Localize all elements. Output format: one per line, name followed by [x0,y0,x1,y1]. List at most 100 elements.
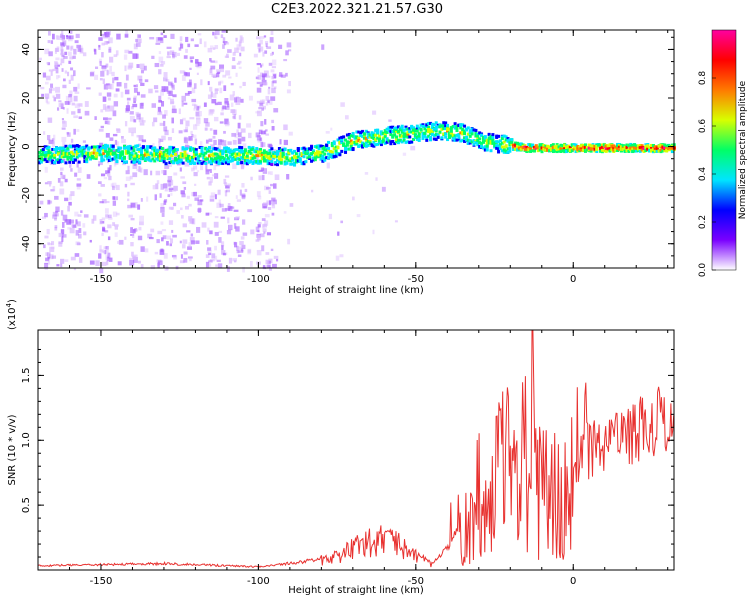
spectrogram-ridge-cell [123,160,127,164]
spectrogram-speckle [62,84,67,89]
spectrogram-ridge-cell [506,137,510,141]
spectrogram-speckle [160,206,165,213]
spectrogram-ridge-cell [551,143,555,147]
spectrogram-ridge-cell [58,146,62,150]
spectrogram-ridge-cell [141,145,145,149]
spectrogram-speckle [181,95,187,102]
spectrogram-ridge-cell [277,160,281,164]
spectrogram-ridge-cell [351,134,355,138]
spectrogram-ridge-cell [100,153,104,157]
spectrogram-ridge-cell [211,152,215,156]
spectrogram-ridge-cell [279,158,283,162]
spectrogram-ridge-cell [130,155,134,159]
spectrogram-ridge-cell [334,149,338,153]
spectrogram-ridge-cell [247,160,251,164]
spectrogram-ridge-cell [608,147,612,151]
spectrogram-ridge-cell [153,151,157,155]
spectrogram-ridge-cell [434,129,438,133]
spectrogram-speckle [76,44,81,49]
spectrogram-ridge-cell [255,147,259,151]
spectrogram-ridge-cell [123,146,127,150]
spectrogram-ridge-cell [143,148,147,152]
spectrogram-ridge-cell [355,142,359,146]
spectrogram-ridge-cell [429,131,433,135]
spectrogram-speckle [214,60,218,64]
spectrogram-ridge-cell [283,162,287,166]
spectrogram-ridge-cell [149,152,153,156]
spectrogram-speckle [140,264,144,269]
spectrogram-speckle [219,87,223,94]
spectrogram-speckle [253,53,258,58]
spectrogram-speckle [268,266,273,271]
spectrogram-speckle [46,101,50,105]
spectrogram-ridge-cell [73,158,77,162]
top-x-tick-label: -100 [247,274,270,285]
spectrogram-ridge-cell [249,156,253,160]
spectrogram-speckle [107,214,112,219]
spectrogram-ridge-cell [663,146,667,150]
spectrogram-ridge-cell [389,140,393,144]
spectrogram-ridge-cell [389,130,393,134]
spectrogram-speckle [69,35,74,40]
spectrogram-speckle [236,245,239,251]
spectrogram-speckle [65,95,70,102]
spectrogram-ridge-cell [132,149,136,153]
spectrogram-ridge-cell [274,160,278,164]
spectrogram-speckle [162,235,167,240]
spectrogram-speckle [259,101,265,104]
spectrogram-speckle [271,66,277,69]
spectrogram-speckle [172,51,177,58]
spectrogram-ridge-cell [49,158,53,162]
spectrogram-ridge-cell [489,137,493,141]
spectrogram-ridge-cell [395,128,399,132]
spectrogram-ridge-cell [243,148,247,152]
spectrogram-ridge-cell [463,139,467,143]
spectrogram-speckle [78,228,82,234]
spectrogram-speckle [234,133,238,139]
spectrogram-ridge-cell [383,141,387,145]
spectrogram-ridge-cell [251,146,255,150]
spectrogram-ridge-cell [504,149,508,153]
spectrogram-ridge-cell [283,148,287,152]
spectrogram-ridge-cell [313,158,317,162]
spectrogram-speckle [44,81,49,85]
spectrogram-speckle [105,83,110,86]
spectrogram-ridge-cell [651,144,655,148]
spectrogram-speckle [105,63,109,68]
spectrogram-ridge-cell [347,147,351,151]
spectrogram-ridge-cell [204,156,208,160]
spectrogram-ridge-cell [264,150,268,154]
spectrogram-speckle [60,229,65,235]
spectrogram-speckle [70,97,73,103]
spectrogram-ridge-cell [38,154,41,158]
spectrogram-ridge-cell [519,145,523,149]
spectrogram-ridge-cell [517,142,521,146]
spectrogram-speckle [98,45,101,50]
spectrogram-ridge-cell [466,138,470,142]
spectrogram-speckle [50,83,54,88]
spectrogram-ridge-cell [519,147,523,151]
spectrogram-speckle [159,90,164,96]
spectrogram-speckle [209,195,215,200]
spectrogram-ridge-cell [204,158,208,162]
spectrogram-speckle [211,73,217,78]
spectrogram-speckle [139,79,143,83]
spectrogram-ridge-cell [94,145,98,149]
spectrogram-speckle [127,204,132,209]
spectrogram-ridge-cell [202,153,206,157]
spectrogram-ridge-cell [455,124,459,128]
spectrogram-ridge-cell [344,145,348,149]
spectrogram-ridge-cell [51,147,55,151]
spectrogram-speckle [140,94,146,98]
snr-panel: -150 -100 -50 00.51.01.5 Height of straight… [5,299,675,596]
spectrogram-speckle [50,189,55,192]
spectrogram-ridge-cell [126,145,130,149]
spectrogram-speckle [97,181,102,184]
spectrogram-speckle [215,264,218,267]
spectrogram-ridge-cell [240,150,244,154]
spectrogram-ridge-cell [491,139,495,143]
spectrogram-ridge-cell [270,163,274,167]
spectrogram-speckle [210,60,216,63]
spectrogram-speckle [62,214,68,221]
spectrogram-ridge-cell [502,145,506,149]
